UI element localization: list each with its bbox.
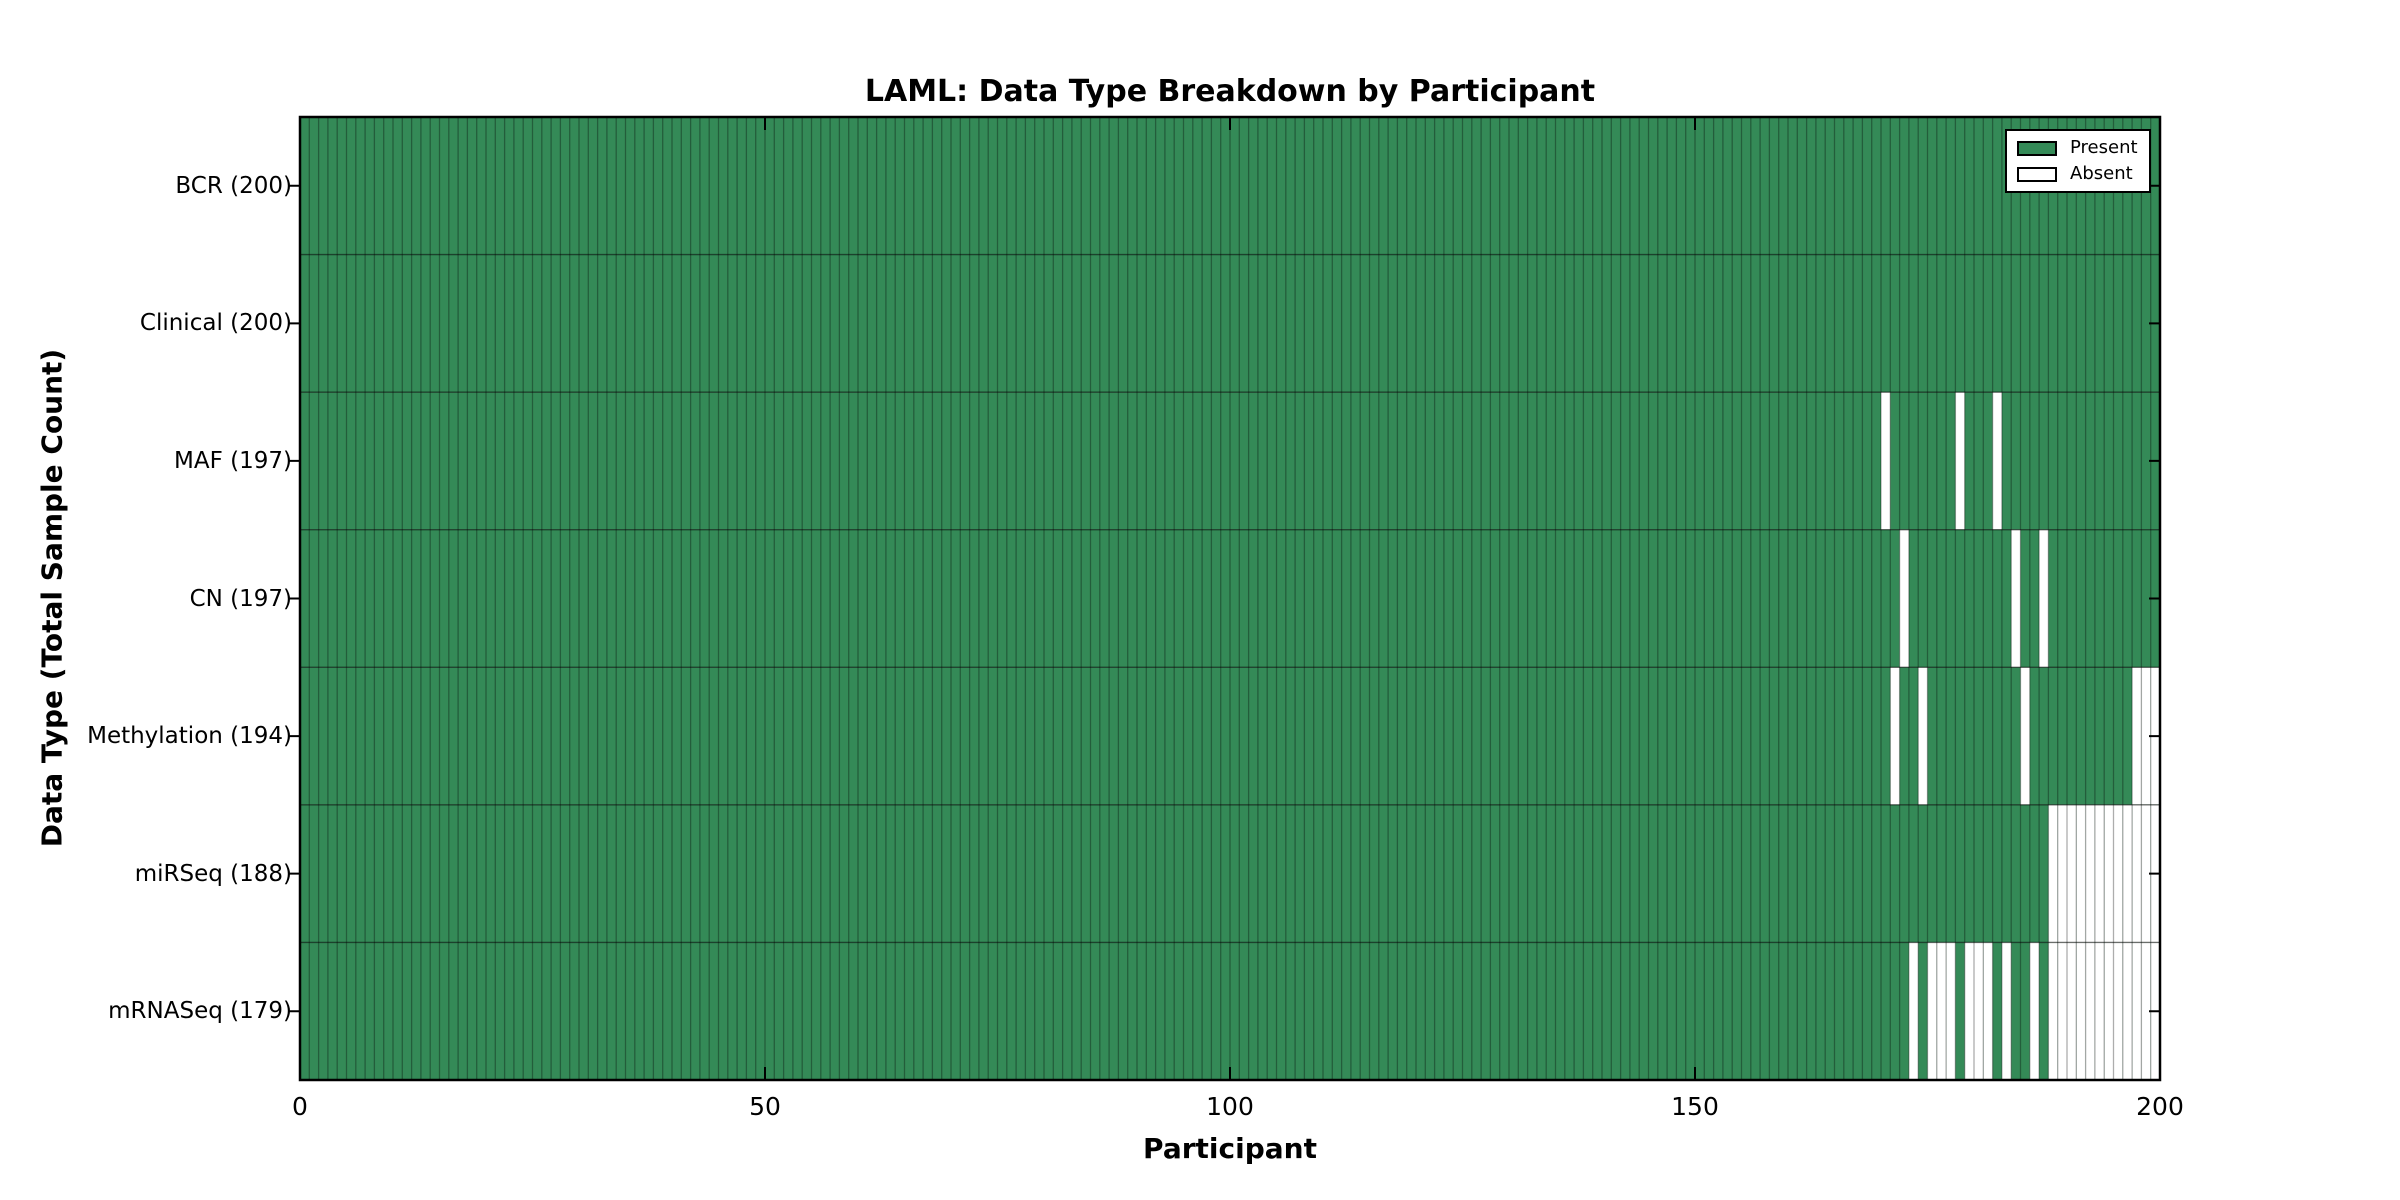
heatmap-row-MAF	[300, 392, 2160, 530]
absent-cell	[1890, 667, 1900, 805]
x-tick-label: 0	[292, 1092, 308, 1121]
absent-cell	[2122, 804, 2133, 943]
heatmap-row-BCR	[300, 117, 2160, 255]
heatmap-plot-area	[289, 115, 2162, 1082]
x-tick-label: 150	[1671, 1092, 1719, 1121]
heatmap-row-Clinical	[300, 254, 2160, 393]
absent-cell	[2039, 529, 2049, 668]
absent-cell	[2085, 942, 2095, 1080]
cell-grid-lines	[299, 117, 2161, 1080]
absent-cell	[1992, 392, 2002, 530]
present-band	[300, 254, 2160, 393]
absent-cell	[2094, 804, 2105, 943]
absent-cell	[1983, 942, 1993, 1080]
absent-cell	[2132, 667, 2142, 805]
present-band	[300, 942, 2160, 1080]
absent-cell	[2113, 804, 2123, 943]
y-tick-label-Clinical: Clinical (200)	[139, 310, 292, 337]
absent-cell	[2011, 529, 2021, 668]
absent-cell	[2048, 804, 2058, 943]
legend-entry-present: Present	[2017, 139, 2149, 157]
absent-cell	[2085, 804, 2095, 943]
absent-cell	[2094, 942, 2105, 1080]
absent-cell	[2001, 942, 2012, 1080]
absent-cell	[1918, 667, 1928, 805]
absent-cell	[1927, 942, 1937, 1080]
y-tick-label-CN: CN (197)	[189, 585, 292, 612]
x-tick-label: 200	[2136, 1092, 2184, 1121]
legend: Present Absent	[2005, 129, 2151, 193]
absent-cell	[2122, 942, 2133, 1080]
absent-cell	[2132, 942, 2142, 1080]
x-tick-label: 100	[1206, 1092, 1254, 1121]
absent-cell	[2141, 667, 2151, 805]
absent-cell	[2076, 942, 2086, 1080]
absent-cell	[2113, 942, 2123, 1080]
present-band	[300, 117, 2160, 255]
legend-label-absent: Absent	[2070, 163, 2133, 184]
absent-cell	[1936, 942, 1947, 1080]
heatmap-row-miRSeq	[300, 804, 2160, 943]
absent-cell	[2104, 942, 2114, 1080]
legend-label-present: Present	[2070, 137, 2138, 158]
present-band	[300, 392, 2160, 530]
absent-cell	[1881, 392, 1891, 530]
absent-cell	[1955, 392, 1965, 530]
y-tick-label-BCR: BCR (200)	[175, 172, 292, 199]
y-axis-title: Data Type (Total Sample Count)	[35, 348, 69, 848]
legend-entry-absent: Absent	[2017, 165, 2149, 183]
row-separator-lines	[300, 253, 2160, 944]
chart-title: LAML: Data Type Breakdown by Participant	[864, 74, 1596, 109]
absent-cell	[2048, 942, 2058, 1080]
absent-cell	[2057, 942, 2067, 1080]
y-tick-label-MAF: MAF (197)	[174, 447, 292, 474]
plot-border	[298, 115, 2162, 1082]
absent-cell	[1964, 942, 1974, 1080]
absent-cell	[1899, 529, 1909, 668]
absent-swatch-icon	[2017, 166, 2057, 182]
y-tick-label-Methylation: Methylation (194)	[87, 723, 292, 750]
heatmap-row-CN	[300, 529, 2160, 668]
y-tick-label-miRSeq: miRSeq (188)	[134, 860, 292, 887]
absent-cell	[2076, 804, 2086, 943]
heatmap-row-mRNASeq	[300, 942, 2160, 1080]
absent-cell	[2104, 804, 2114, 943]
absent-cell	[2141, 942, 2151, 1080]
absent-cell	[1946, 942, 1956, 1080]
absent-cell	[2141, 804, 2151, 943]
present-swatch-icon	[2017, 140, 2057, 156]
present-band	[300, 804, 2160, 943]
present-band	[300, 667, 2160, 805]
absent-cell	[2057, 804, 2067, 943]
absent-cell	[2029, 942, 2040, 1080]
absent-cell	[1974, 942, 1984, 1080]
absent-cell	[2067, 804, 2077, 943]
x-tick-label: 50	[749, 1092, 781, 1121]
present-band	[300, 529, 2160, 668]
y-tick-label-mRNASeq: mRNASeq (179)	[108, 998, 292, 1025]
absent-cell	[2067, 942, 2077, 1080]
absent-cell	[2020, 667, 2030, 805]
absent-cell	[2132, 804, 2142, 943]
absent-cell	[1908, 942, 1919, 1080]
heatmap-row-Methylation	[300, 667, 2160, 805]
x-axis-title: Participant	[1143, 1132, 1317, 1165]
